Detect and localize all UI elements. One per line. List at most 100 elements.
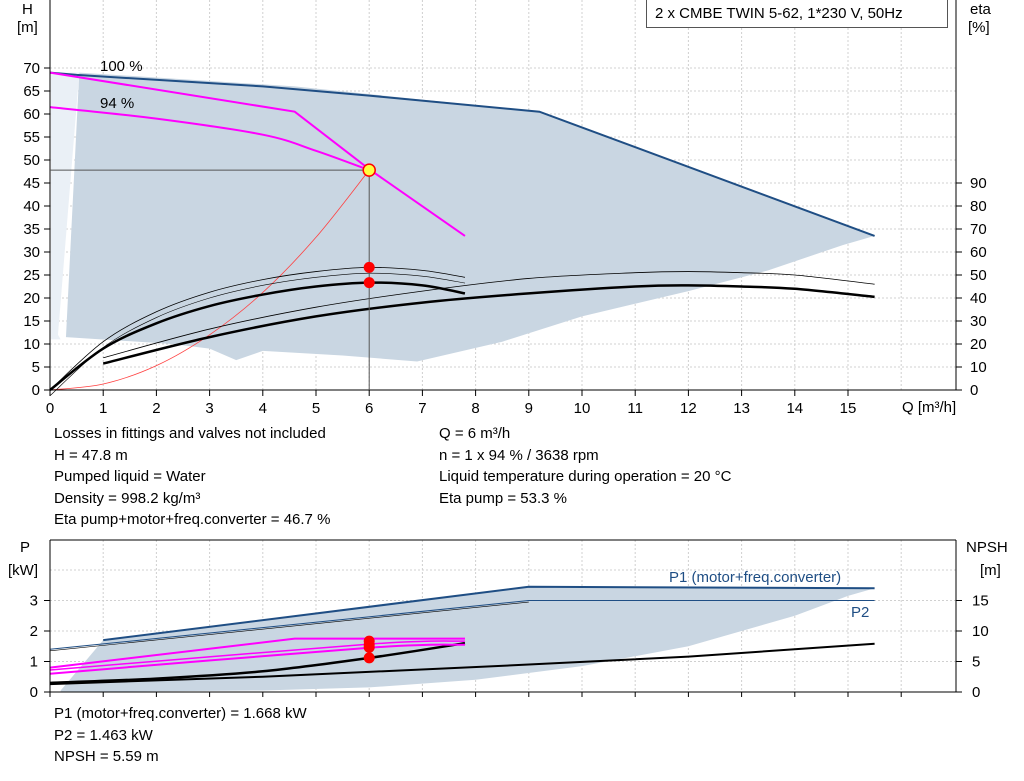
- power-npsh-chart: 0 1 2 3 0 5 10 15 P [kW] NPSH [m] P1 (motor+fre…: [8, 539, 1008, 701]
- info-bottom-block: P1 (motor+freq.converter) = 1.668 kW P2 …: [54, 703, 307, 768]
- x-tick-label: 5: [312, 400, 320, 417]
- y-right-tick-label: 20: [970, 336, 987, 353]
- y-left-tick-label: 65: [23, 83, 40, 100]
- p2-series-label: P2: [851, 604, 869, 621]
- curve-label-100: 100 %: [100, 58, 143, 75]
- eta-curve-max-thin: [103, 271, 875, 359]
- y-left-tick-label: 25: [23, 267, 40, 284]
- duty-point-eta-total: [363, 277, 375, 289]
- head-curve-100: [49, 71, 466, 237]
- info-line: Density = 998.2 kg/m³: [54, 489, 201, 507]
- envelope-left-region: [51, 72, 80, 340]
- y-left-tick-label: 15: [23, 313, 40, 330]
- duty-point-p2: [363, 641, 375, 653]
- npsh-tick-label: 15: [972, 593, 989, 610]
- x-tick-label: 3: [205, 400, 213, 417]
- npsh-curve-speed: [49, 641, 466, 685]
- info-line: Losses in fittings and valves not includ…: [54, 425, 326, 442]
- p-curve-speed-2: [49, 640, 465, 671]
- y-right-tick-label: 0: [970, 382, 978, 399]
- info-line: P2 = 1.463 kW: [54, 726, 153, 744]
- info-line: Liquid temperature during operation = 20…: [439, 468, 732, 485]
- operating-envelope: [51, 72, 875, 362]
- y-right-axis-unit: [%]: [968, 19, 990, 36]
- info-line: Pumped liquid = Water: [54, 468, 206, 485]
- npsh-tick-label: 5: [972, 654, 980, 671]
- info-line: Q = 6 m³/h: [439, 425, 511, 442]
- head-efficiency-chart: 0510152025303540455055606570010203040506…: [17, 0, 992, 417]
- y-right-tick-label: 90: [970, 175, 987, 192]
- top-chart-duty-points: [50, 163, 376, 390]
- p-tick-label: 2: [30, 623, 38, 640]
- eta-curve-max-bold: [102, 284, 875, 365]
- duty-point-npsh: [363, 652, 375, 664]
- pump-title: 2 x CMBE TWIN 5-62, 1*230 V, 50Hz: [646, 0, 948, 28]
- p-tick-label: 0: [30, 684, 38, 701]
- power-envelope-region: [60, 586, 875, 692]
- x-tick-label: 2: [152, 400, 160, 417]
- y-right-tick-label: 30: [970, 313, 987, 330]
- head-curve-94: [49, 106, 370, 172]
- x-tick-label: 10: [574, 400, 591, 417]
- info-line: P1 (motor+freq.converter) = 1.668 kW: [54, 705, 307, 722]
- x-tick-label: 4: [259, 400, 267, 417]
- eta-curve-thin-2: [49, 272, 466, 396]
- x-tick-label: 7: [418, 400, 426, 417]
- x-tick-label: 8: [471, 400, 479, 417]
- p2-curve-speed: [49, 643, 465, 675]
- info-line: n = 1 x 94 % / 3638 rpm: [439, 446, 599, 464]
- x-tick-label: 6: [365, 400, 373, 417]
- y-left-tick-label: 50: [23, 152, 40, 169]
- info-line: Eta pump+motor+freq.converter = 46.7 %: [54, 511, 331, 528]
- y-right-tick-label: 70: [970, 221, 987, 238]
- y-left-tick-label: 70: [23, 60, 40, 77]
- y-right-tick-label: 10: [970, 359, 987, 376]
- bottom-chart-curves: [49, 585, 875, 686]
- npsh-curve-max: [49, 642, 875, 686]
- y-left-tick-label: 30: [23, 244, 40, 261]
- info-line: H = 47.8 m: [54, 446, 128, 464]
- envelope-main-region: [65, 72, 875, 362]
- info-right-block: Q = 6 m³/h n = 1 x 94 % / 3638 rpm Liqui…: [439, 423, 731, 509]
- p-ref-line: [49, 601, 529, 652]
- system-curve: [49, 169, 370, 391]
- x-tick-label: 0: [46, 400, 54, 417]
- x-tick-label: 12: [680, 400, 697, 417]
- x-tick-label: 1: [99, 400, 107, 417]
- y-left-axis-label: H: [22, 1, 33, 18]
- x-tick-label: 15: [840, 400, 857, 417]
- p2-max-curve: [49, 600, 875, 650]
- bottom-chart-axes: 0 1 2 3 0 5 10 15: [30, 539, 989, 701]
- y-right-tick-label: 50: [970, 267, 987, 284]
- info-line: NPSH = 5.59 m: [54, 748, 159, 765]
- y-right-tick-label: 60: [970, 244, 987, 261]
- y-left-tick-label: 45: [23, 175, 40, 192]
- y-right-tick-label: 40: [970, 290, 987, 307]
- max-head-curve: [49, 71, 875, 237]
- top-chart-curves: [49, 71, 875, 396]
- y-right-tick-label: 80: [970, 198, 987, 215]
- x-tick-label: 14: [786, 400, 803, 417]
- p1-max-curve: [103, 585, 875, 642]
- y-left-tick-label: 10: [23, 336, 40, 353]
- y-left-tick-label: 20: [23, 290, 40, 307]
- y-left-tick-label: 40: [23, 198, 40, 215]
- y-left-tick-label: 5: [32, 359, 40, 376]
- duty-point-head: [362, 163, 376, 177]
- x-tick-label: 11: [627, 400, 643, 417]
- npsh-axis-label: NPSH: [966, 539, 1008, 556]
- x-axis-label: Q [m³/h]: [902, 399, 956, 416]
- p1-series-label: P1 (motor+freq.converter): [669, 569, 841, 586]
- eta-curve-thin: [49, 267, 466, 391]
- p-axis-label: P: [20, 539, 30, 556]
- duty-point-eta-pump: [363, 261, 375, 273]
- y-left-tick-label: 60: [23, 106, 40, 123]
- y-left-tick-label: 0: [32, 382, 40, 399]
- npsh-axis-unit: [m]: [980, 562, 1001, 579]
- y-left-axis-unit: [m]: [17, 19, 38, 36]
- curve-label-94: 94 %: [100, 95, 134, 112]
- bottom-chart-duty-points: [363, 635, 375, 664]
- power-envelope: [60, 586, 875, 692]
- x-tick-label: 13: [733, 400, 750, 417]
